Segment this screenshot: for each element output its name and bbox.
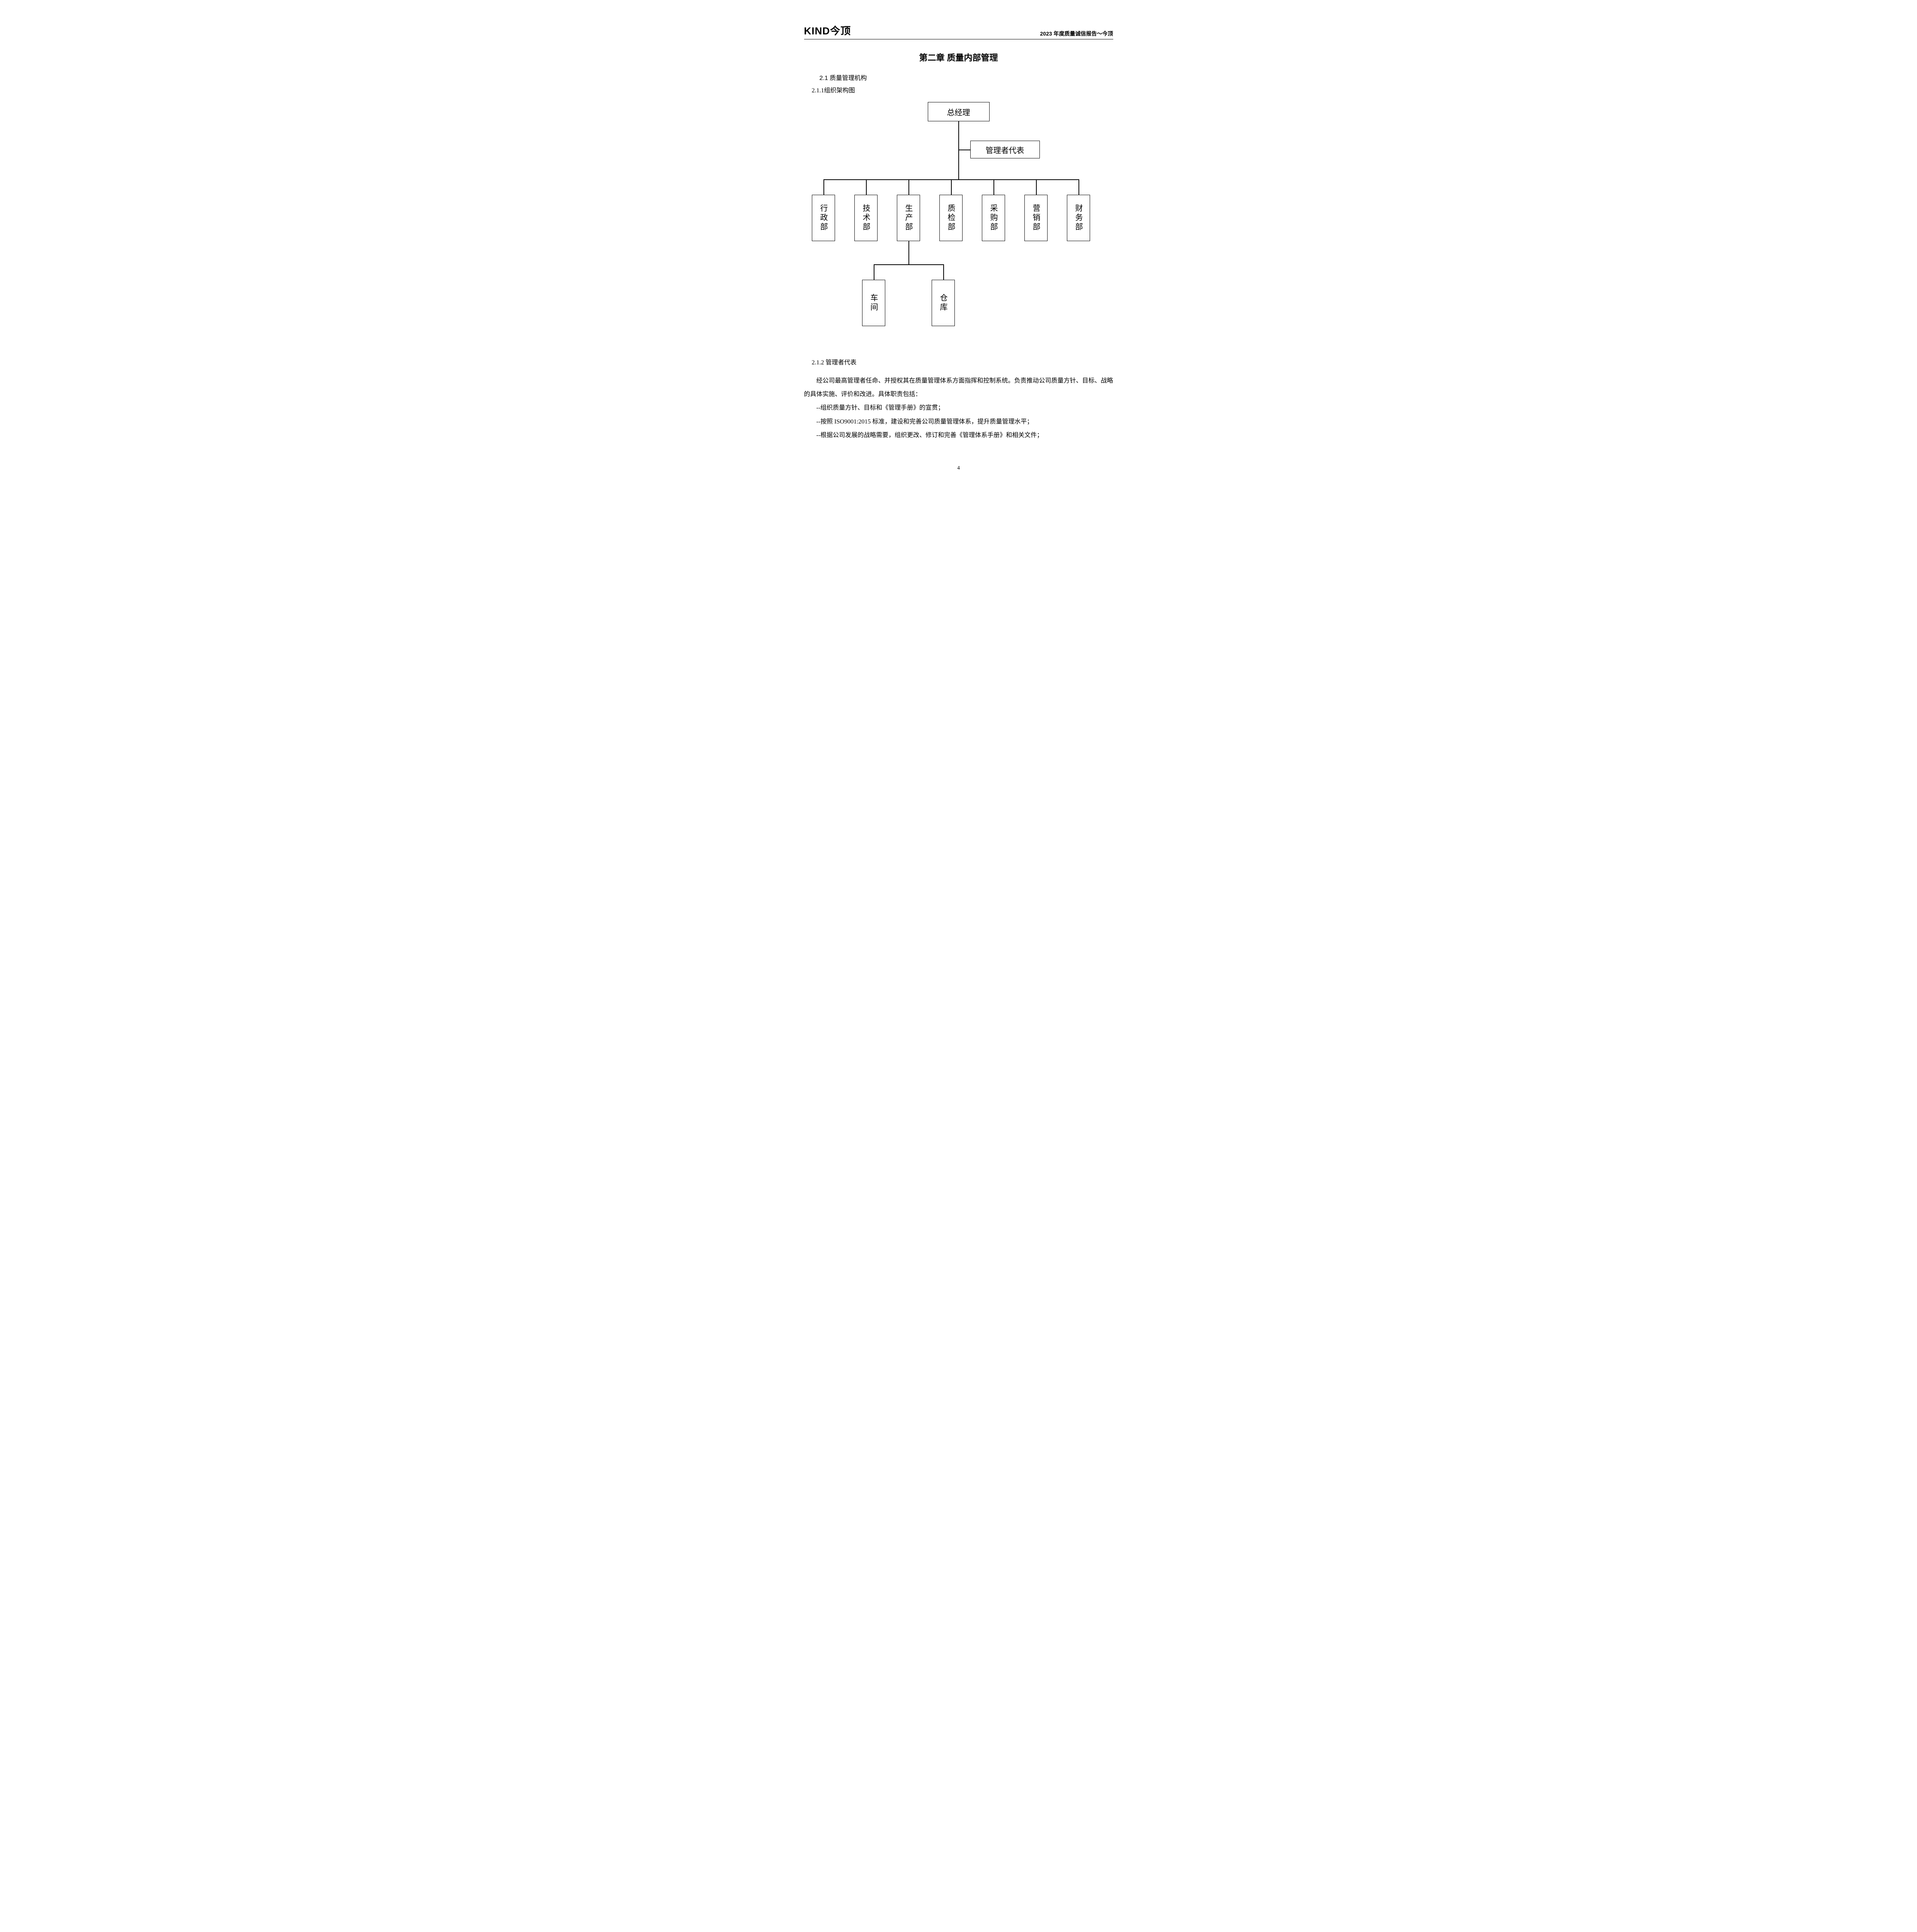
node-d4-label: 质检部 <box>945 199 956 236</box>
node-d4: 质检部 <box>939 195 963 241</box>
header-right-text: 2023 年度质量诚信报告～今顶 <box>1040 30 1113 37</box>
chart-line <box>1036 179 1037 195</box>
body-text: 经公司最高管理者任命、并授权其在质量管理体系方面指挥和控制系统。负责推动公司质量… <box>804 374 1113 442</box>
logo-en: KIND <box>804 25 830 37</box>
node-d1-label: 行政部 <box>818 199 829 236</box>
chart-line <box>908 179 909 195</box>
logo: KIND今顶 <box>804 23 851 37</box>
node-s2-label: 仓库 <box>937 289 949 317</box>
paragraph-2: --组织质量方针、目标和《管理手册》的宣贯； <box>804 401 1113 415</box>
node-rep: 管理者代表 <box>970 141 1040 158</box>
section-2-1: 2.1 质量管理机构 <box>820 73 1113 82</box>
node-d3-label: 生产部 <box>903 199 914 236</box>
node-d2-label: 技术部 <box>860 199 871 236</box>
node-rep-label: 管理者代表 <box>986 144 1024 155</box>
chapter-title: 第二章 质量内部管理 <box>804 51 1113 63</box>
chart-line <box>908 241 909 264</box>
node-d7-label: 财务部 <box>1073 199 1084 236</box>
node-root: 总经理 <box>928 102 990 121</box>
org-chart: 总经理 管理者代表 行政部 技术部 生产部 质检部 采购部 营销部 财务部 车间… <box>804 102 1113 342</box>
node-s2: 仓库 <box>932 280 955 326</box>
node-d1: 行政部 <box>812 195 835 241</box>
chart-line <box>943 264 944 280</box>
chart-line <box>993 179 994 195</box>
chart-line <box>958 150 959 179</box>
paragraph-4: --根据公司发展的战略需要，组织更改、修订和完善《管理体系手册》和相关文件； <box>804 429 1113 442</box>
node-d6-label: 营销部 <box>1030 199 1041 236</box>
node-d2: 技术部 <box>854 195 878 241</box>
chart-line <box>823 179 824 195</box>
paragraph-1: 经公司最高管理者任命、并授权其在质量管理体系方面指挥和控制系统。负责推动公司质量… <box>804 374 1113 401</box>
node-d6: 营销部 <box>1024 195 1048 241</box>
node-d5: 采购部 <box>982 195 1005 241</box>
paragraph-3: --按照 ISO9001:2015 标准，建设和完善公司质量管理体系，提升质量管… <box>804 415 1113 429</box>
node-s1-label: 车间 <box>868 289 879 317</box>
node-root-label: 总经理 <box>947 106 970 117</box>
chart-line <box>874 264 944 265</box>
section-2-1-2: 2.1.2 管理者代表 <box>812 357 1113 366</box>
chart-line <box>951 179 952 195</box>
node-d7: 财务部 <box>1067 195 1090 241</box>
page-header: KIND今顶 2023 年度质量诚信报告～今顶 <box>804 23 1113 39</box>
chart-line <box>1078 179 1079 195</box>
page-number: 4 <box>804 465 1113 471</box>
node-d3: 生产部 <box>897 195 920 241</box>
chart-line <box>958 121 959 150</box>
node-s1: 车间 <box>862 280 885 326</box>
section-2-1-1: 2.1.1组织架构图 <box>812 85 1113 94</box>
logo-cn: 今顶 <box>830 25 851 37</box>
chart-line <box>866 179 867 195</box>
node-d5-label: 采购部 <box>988 199 999 236</box>
